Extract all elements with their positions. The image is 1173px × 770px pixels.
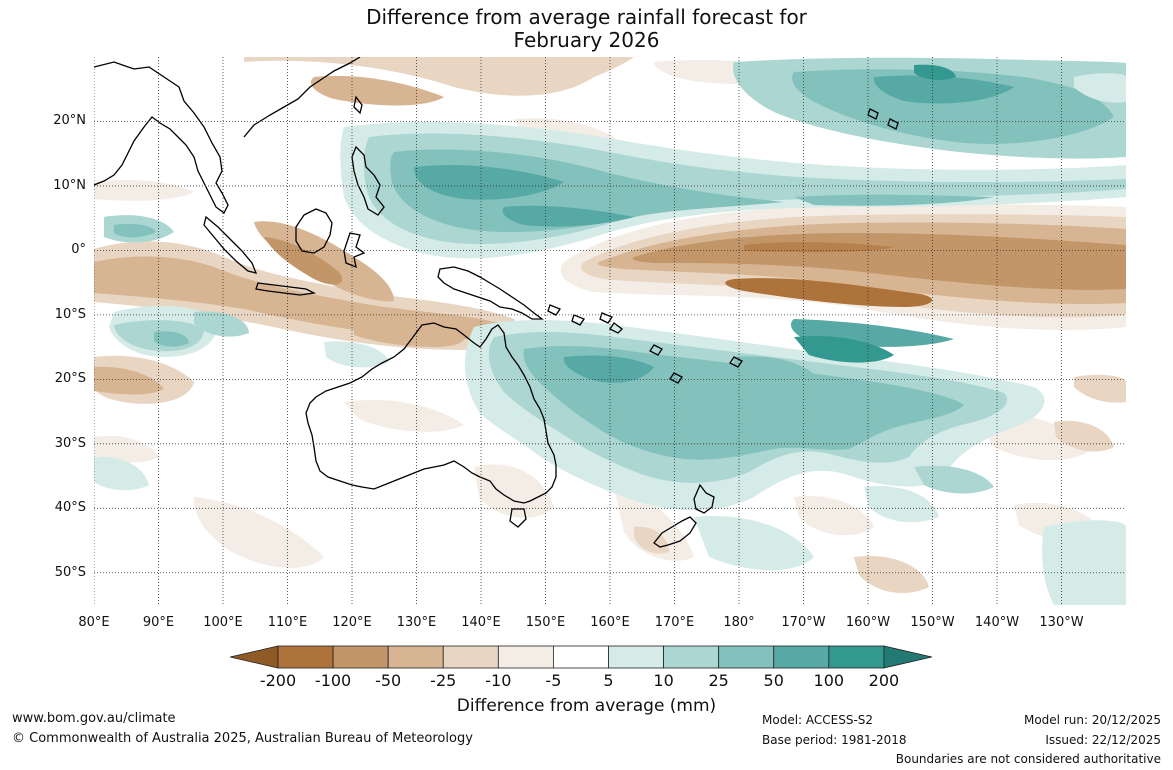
japan-taiwan-coastline <box>353 95 363 115</box>
colorbar <box>230 645 933 669</box>
tasmania-coastline <box>509 508 527 528</box>
wet-north-pacific <box>733 57 1126 159</box>
latitude-label: 50°S <box>54 564 86 580</box>
wet-indian-ocean-patches <box>94 215 389 491</box>
map-canvas <box>94 57 1126 605</box>
colorbar-tick-label: -25 <box>430 671 457 690</box>
colorbar-bin <box>773 645 830 669</box>
copyright-text: © Commonwealth of Australia 2025, Austra… <box>12 731 473 746</box>
colorbar-tick-label: -10 <box>485 671 512 690</box>
longitude-label: 160°E <box>590 615 630 630</box>
colorbar-tick-label: 5 <box>603 671 614 690</box>
colorbar-tick-label: 200 <box>868 671 900 690</box>
longitude-label: 170°W <box>781 615 826 630</box>
wet-australia-southwest-pacific <box>464 319 1045 511</box>
dry-maritime-continent-northern-australia <box>94 221 518 404</box>
australia-coastline <box>305 322 557 504</box>
latitude-label: 0° <box>71 242 86 258</box>
longitude-label: 130°E <box>396 615 437 630</box>
latitude-label: 20°S <box>54 371 86 387</box>
longitude-label: 180° <box>723 615 755 630</box>
graticule <box>94 57 1126 605</box>
java-coastline <box>255 282 317 296</box>
colorbar-tick-label: 25 <box>708 671 729 690</box>
colorbar-bin <box>553 645 609 669</box>
base-period: Base period: 1981-2018 <box>762 733 907 747</box>
longitude-label: 150°W <box>910 615 955 630</box>
model-name: Model: ACCESS-S2 <box>762 713 874 727</box>
map-title-line-2: February 2026 <box>513 28 660 52</box>
colorbar-bin <box>828 645 885 669</box>
longitude-label: 160°W <box>845 615 891 630</box>
colorbar-tick-label: 50 <box>763 671 784 690</box>
model-run-date: Model run: 20/12/2025 <box>1023 713 1161 727</box>
rainfall-anomaly-map <box>94 57 1126 605</box>
colorbar-bin <box>663 645 720 669</box>
colorbar-bin <box>718 645 775 669</box>
new-guinea-coastline <box>437 266 544 320</box>
colorbar-bin <box>608 645 664 669</box>
colorbar-tick-label: -5 <box>545 671 562 690</box>
new-zealand-coastline <box>653 483 715 548</box>
longitude-label: 80°E <box>78 615 110 630</box>
colorbar-bin <box>387 645 444 669</box>
colorbar-bin <box>442 645 499 669</box>
dry-equatorial-pacific-band <box>560 204 1126 331</box>
longitude-label: 120°E <box>332 615 372 630</box>
borneo-coastline <box>295 208 333 254</box>
map-title-line-1: Difference from average rainfall forecas… <box>366 5 807 29</box>
colorbar-tick-label: 10 <box>653 671 674 690</box>
website-link[interactable]: www.bom.gov.au/climate <box>12 711 176 726</box>
anomaly-contours <box>94 57 1126 605</box>
longitude-label: 100°E <box>203 615 243 630</box>
longitude-label: 150°E <box>525 615 566 630</box>
wet-southern-patches <box>694 465 1126 605</box>
asia-coastline <box>94 57 361 214</box>
colorbar-tick-label: -50 <box>375 671 402 690</box>
colorbar-low-arrow <box>230 645 279 669</box>
colorbar-tick-label: 100 <box>813 671 845 690</box>
coastlines <box>94 57 899 548</box>
sulawesi-coastline <box>343 232 366 269</box>
colorbar-bin <box>497 645 554 669</box>
latitude-label: 10°S <box>54 306 86 322</box>
latitude-label: 40°S <box>54 500 86 516</box>
latitude-label: 20°N <box>53 113 86 129</box>
colorbar-high-arrow <box>883 645 933 669</box>
longitude-label: 140°W <box>974 615 1020 630</box>
longitude-label: 130°W <box>1039 615 1084 630</box>
philippines-coastline <box>351 145 385 216</box>
colorbar-bin <box>332 645 389 669</box>
boundaries-disclaimer: Boundaries are not considered authoritat… <box>895 752 1161 766</box>
colorbar-title: Difference from average (mm) <box>456 696 717 716</box>
longitude-label: 90°E <box>142 615 175 630</box>
latitude-label: 10°N <box>53 177 86 193</box>
latitude-label: 30°S <box>54 435 86 451</box>
longitude-label: 110°E <box>267 615 308 630</box>
issued-date: Issued: 22/12/2025 <box>1045 733 1161 747</box>
colorbar-tick-label: -100 <box>314 671 352 690</box>
longitude-label: 140°E <box>461 615 501 630</box>
wet-western-pacific-warm-pool <box>340 121 1126 259</box>
longitude-label: 170°E <box>654 615 695 630</box>
colorbar-bin <box>277 645 334 669</box>
sumatra-coastline <box>203 215 258 274</box>
colorbar-tick-label: -200 <box>259 671 297 690</box>
